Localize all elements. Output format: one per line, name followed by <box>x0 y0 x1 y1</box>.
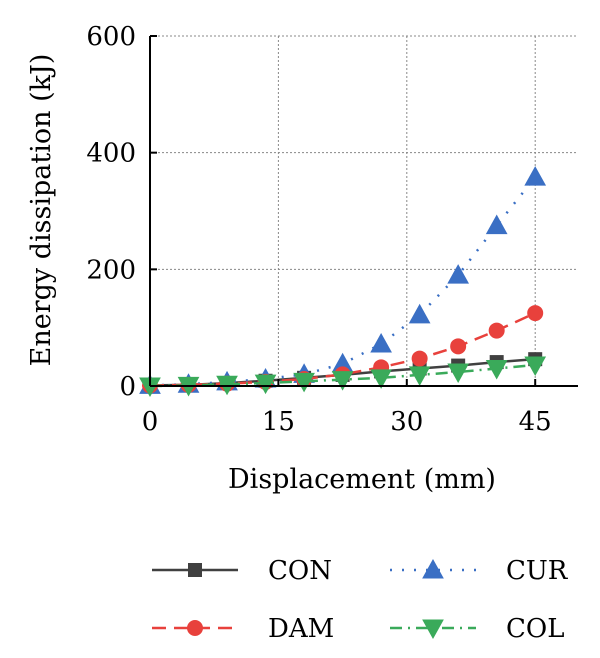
legend-label: DAM <box>268 614 334 644</box>
data-point-dam <box>488 322 505 339</box>
data-point-dam <box>411 350 428 367</box>
legend-item-cur: CUR <box>390 556 569 586</box>
series-layer <box>139 166 547 398</box>
data-point-col <box>370 369 392 389</box>
y-tick-label: 0 <box>119 372 136 402</box>
tick-labels: 0 15 30 45 0 200 400 600 <box>86 22 551 437</box>
legend-label: COL <box>506 614 564 644</box>
data-point-col <box>331 371 354 391</box>
data-point-col <box>524 356 547 377</box>
data-point-col <box>254 374 277 395</box>
legend-label: CON <box>268 556 332 586</box>
data-point-col <box>408 366 431 386</box>
y-tick-label: 200 <box>86 255 136 285</box>
x-tick-label: 0 <box>142 407 159 437</box>
y-axis-title: Energy dissipation (kJ) <box>26 54 57 367</box>
y-tick-label: 600 <box>86 22 136 52</box>
grid <box>150 35 578 386</box>
legend-item-col: COL <box>390 614 564 644</box>
data-point-col <box>485 360 508 380</box>
legend-marker <box>422 558 444 579</box>
x-tick-label: 30 <box>390 407 423 437</box>
data-point-dam <box>527 305 544 322</box>
legend-marker <box>188 563 202 577</box>
data-point-cur <box>447 264 470 284</box>
data-point-cur <box>485 214 508 235</box>
legend: CON CUR DAM COL <box>152 556 569 644</box>
series-cur <box>139 166 547 394</box>
legend-label: CUR <box>506 556 569 586</box>
data-point-cur <box>370 332 392 353</box>
legend-item-con: CON <box>152 556 332 586</box>
legend-item-dam: DAM <box>152 614 334 644</box>
data-point-cur <box>408 303 431 324</box>
x-tick-label: 15 <box>262 407 295 437</box>
legend-marker <box>422 619 444 640</box>
data-point-dam <box>450 338 467 355</box>
x-axis-title: Displacement (mm) <box>228 464 496 495</box>
axes <box>149 35 578 387</box>
y-tick-label: 400 <box>86 139 136 169</box>
data-point-cur <box>524 166 547 186</box>
x-tick-label: 45 <box>519 407 552 437</box>
legend-marker <box>187 620 203 636</box>
data-point-col <box>293 372 315 393</box>
data-point-col <box>447 363 470 384</box>
